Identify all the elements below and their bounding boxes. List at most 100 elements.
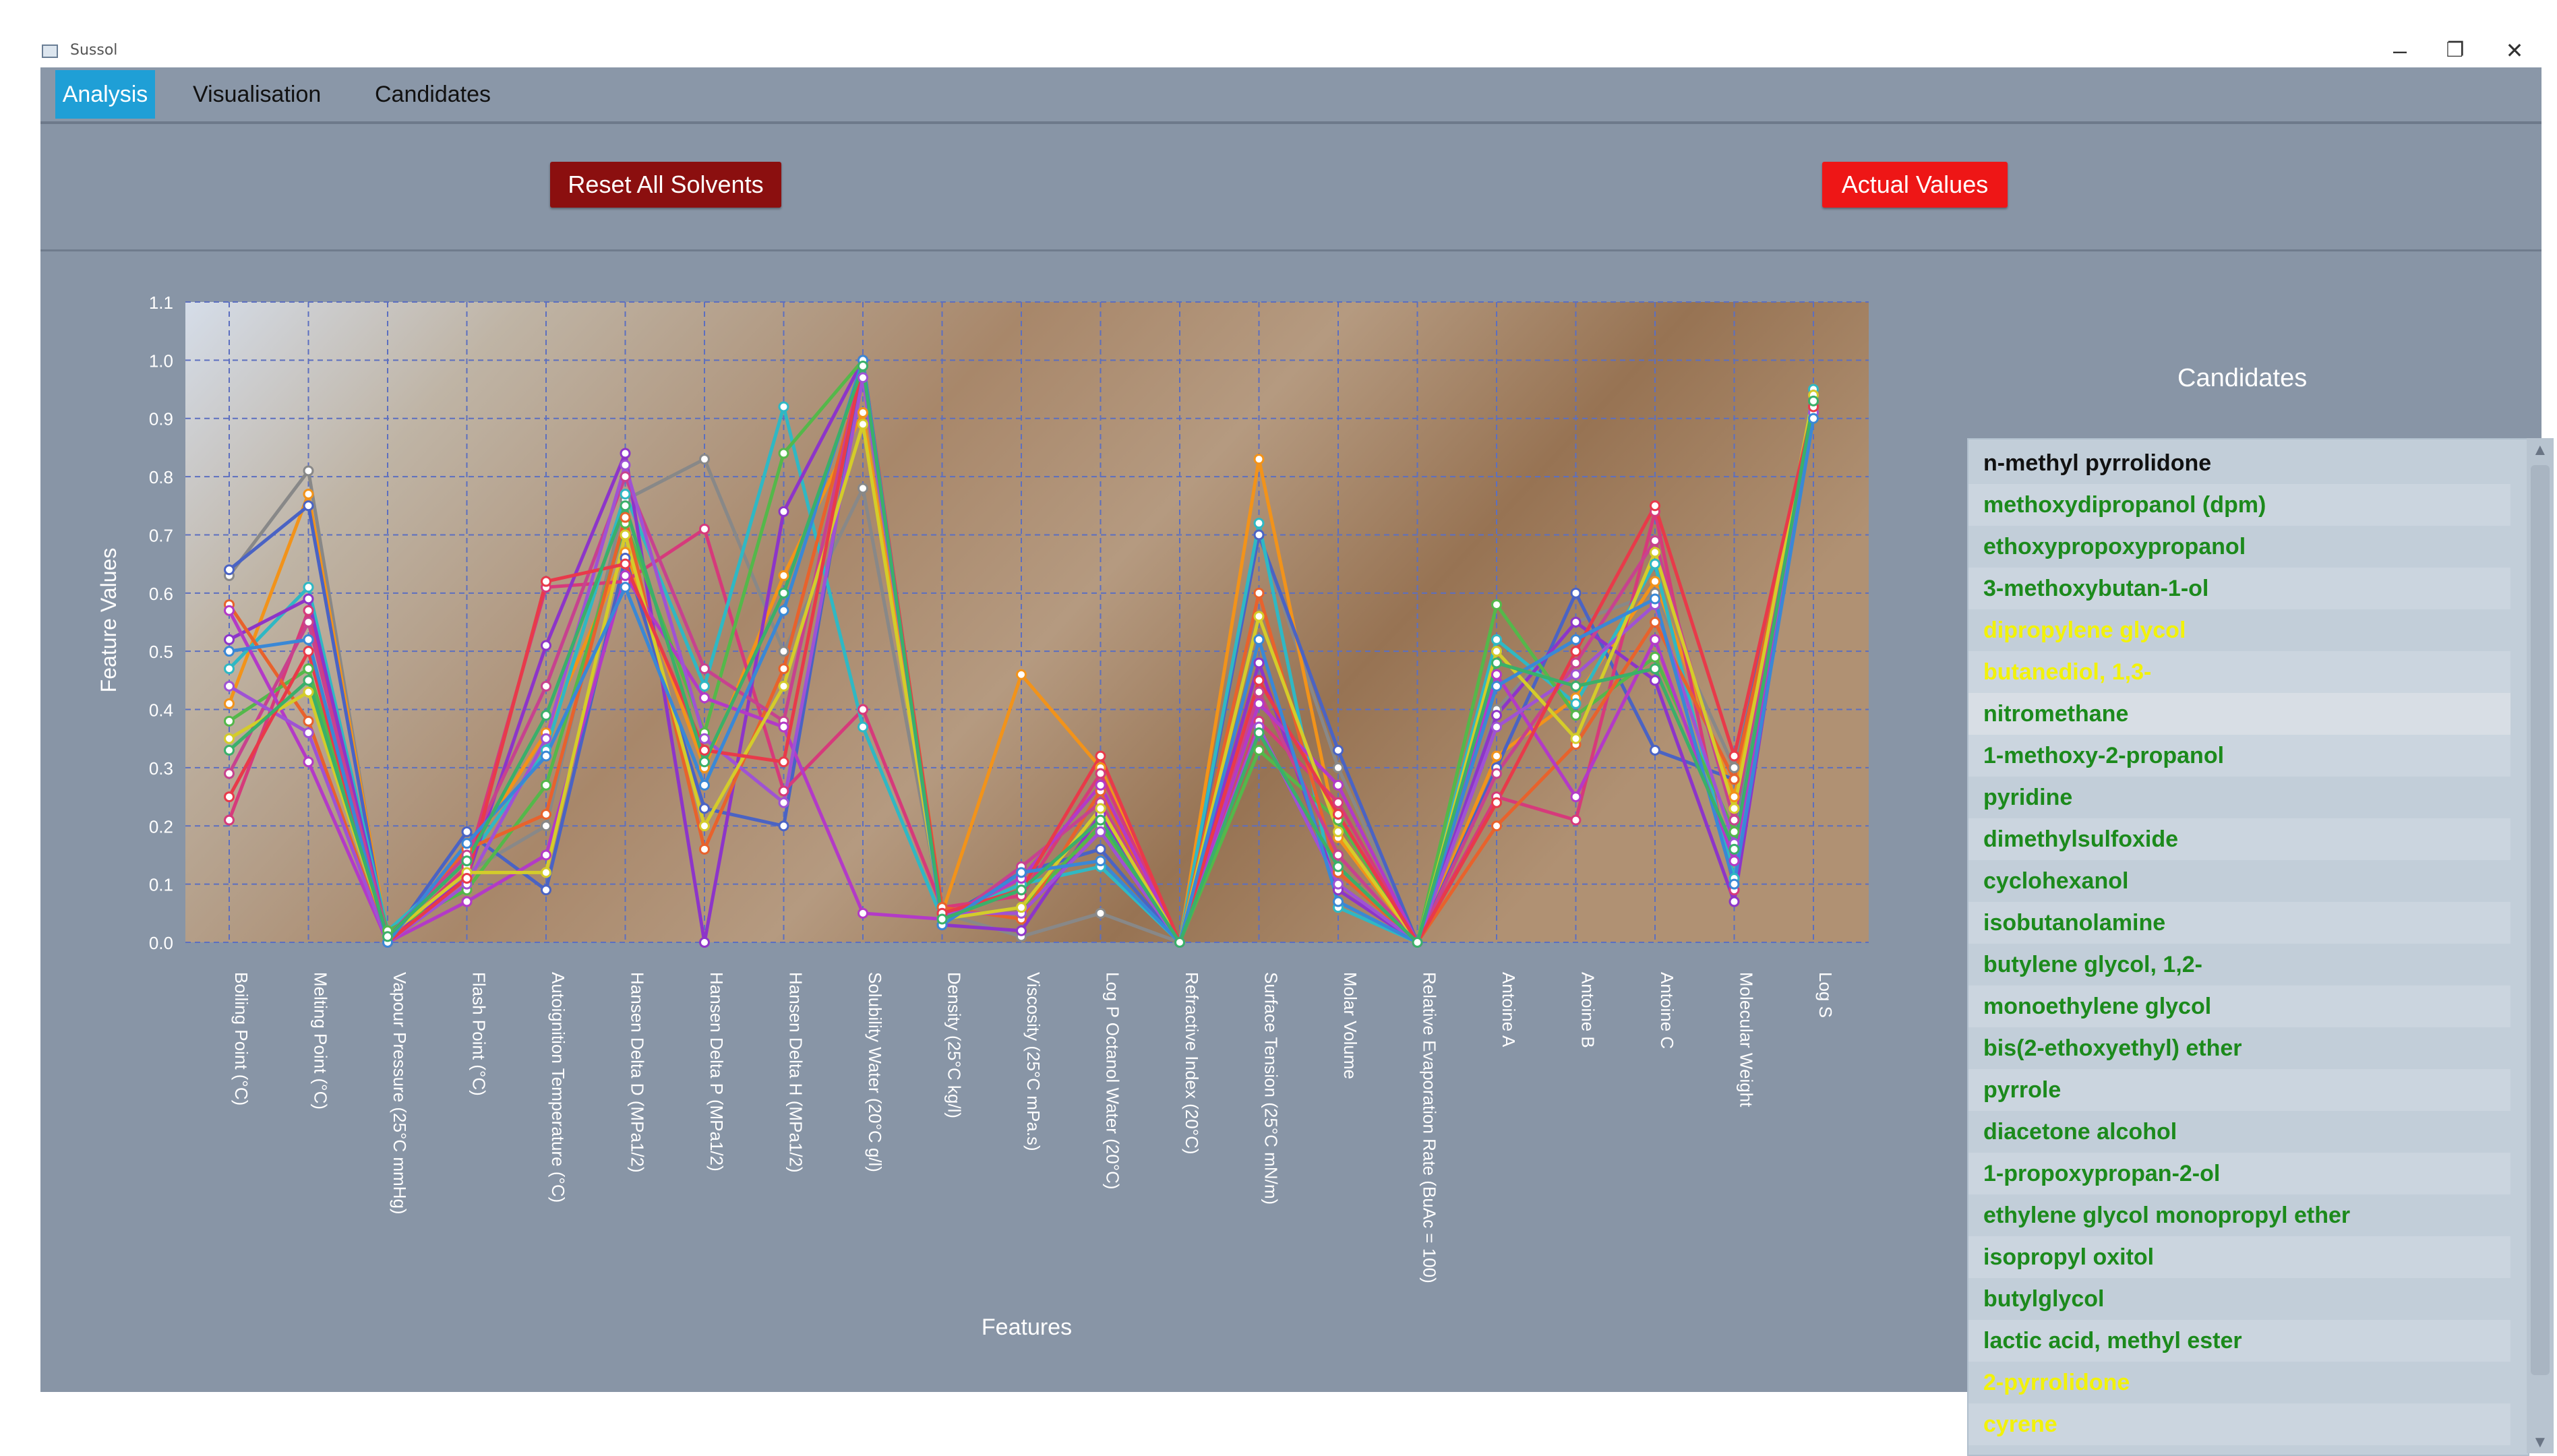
tab-candidates[interactable]: Candidates <box>375 82 491 107</box>
x-tick-label: Viscosity (25°C mPa.s) <box>1023 972 1044 1151</box>
scroll-up-icon[interactable]: ▲ <box>2532 441 2548 459</box>
reset-all-solvents-button[interactable]: Reset All Solvents <box>550 162 781 208</box>
candidate-item[interactable]: methoxydipropanol (dpm) <box>1968 484 2510 526</box>
data-point <box>1333 849 1344 861</box>
candidate-item[interactable]: lactic acid, methyl ester <box>1968 1320 2510 1362</box>
candidate-item[interactable]: cyrene <box>1968 1403 2510 1445</box>
data-point <box>858 361 868 371</box>
data-point <box>1253 529 1265 541</box>
data-point <box>1253 518 1265 529</box>
scroll-thumb[interactable] <box>2531 465 2550 1375</box>
candidate-item[interactable]: cyclohexanol <box>1983 868 2129 894</box>
candidate-item[interactable]: 2-pyrrolidone <box>1983 1370 2130 1395</box>
candidate-item[interactable]: monoethylene glycol <box>1968 985 2510 1027</box>
candidate-item[interactable]: pyrrole <box>1968 1069 2510 1111</box>
data-point <box>1491 657 1502 669</box>
candidate-item[interactable]: ethoxypropoxypropanol <box>1983 534 2246 559</box>
x-tick-label: Hansen Delta H (MPa1/2) <box>786 972 806 1173</box>
data-point <box>1570 791 1582 803</box>
data-point <box>1016 902 1027 913</box>
data-point <box>1808 413 1819 424</box>
candidate-item[interactable]: n-methyl pyrrolidone <box>1983 450 2212 476</box>
tab-analysis[interactable]: Analysis <box>55 70 155 119</box>
data-point <box>1095 855 1106 867</box>
data-point <box>1412 937 1423 948</box>
tab-visualisation[interactable]: Visualisation <box>193 82 322 107</box>
data-point <box>1016 925 1027 936</box>
data-point <box>858 483 868 494</box>
data-point <box>699 692 710 704</box>
data-point <box>1491 669 1502 680</box>
data-point <box>541 820 551 832</box>
data-point <box>1570 733 1582 744</box>
candidate-item[interactable]: isopropyl oxitol <box>1968 1236 2510 1278</box>
data-point <box>1491 820 1502 832</box>
data-point <box>936 913 948 925</box>
data-point <box>541 733 551 744</box>
restore-button[interactable]: ❐ <box>2446 39 2465 61</box>
close-button[interactable]: ✕ <box>2505 38 2524 63</box>
candidates-list[interactable]: n-methyl pyrrolidone methoxydipropanol (d… <box>1967 438 2529 1456</box>
data-point <box>699 803 710 814</box>
data-point <box>1095 907 1106 919</box>
candidate-item[interactable]: ethylene glycol monopropyl ether <box>1983 1203 2351 1228</box>
data-point <box>620 489 631 499</box>
candidate-item[interactable]: dimethylsulfoxide <box>1968 818 2510 860</box>
data-point <box>1333 826 1344 837</box>
data-point <box>858 372 868 384</box>
data-point <box>778 448 789 459</box>
data-point <box>541 884 551 896</box>
candidate-item[interactable]: 3-methoxybutan-1-ol <box>1968 568 2510 609</box>
candidate-item[interactable]: nitromethane <box>1968 693 2510 735</box>
candidates-scrollbar[interactable]: ▲ ▼ <box>2527 438 2554 1453</box>
data-point <box>1174 937 1185 948</box>
data-point <box>303 582 314 593</box>
data-point <box>541 849 551 861</box>
data-point <box>1650 651 1660 663</box>
candidate-item[interactable]: dipropylene glycol <box>1983 617 2186 643</box>
data-point <box>1728 791 1740 803</box>
candidate-item[interactable]: 1-methoxy-2-propanol <box>1968 735 2510 777</box>
data-point <box>303 646 314 657</box>
data-point <box>778 785 789 797</box>
y-tick-label: 0.9 <box>149 409 173 429</box>
data-point <box>1491 681 1502 692</box>
candidate-item[interactable]: bis(2-ethoxyethyl) ether <box>1983 1035 2242 1061</box>
data-point <box>699 523 710 535</box>
data-point <box>1570 657 1582 669</box>
data-point <box>778 570 789 581</box>
data-point <box>1570 634 1582 645</box>
data-point <box>224 681 235 692</box>
data-point <box>1808 395 1819 406</box>
scroll-down-icon[interactable]: ▼ <box>2532 1433 2548 1451</box>
data-point <box>858 407 868 419</box>
data-point <box>1728 803 1740 814</box>
data-point <box>778 756 789 768</box>
candidate-item[interactable]: diacetone alcohol <box>1983 1119 2177 1145</box>
data-point <box>1650 535 1660 547</box>
data-point <box>1253 675 1265 686</box>
x-tick-label: Solubility Water (20°C g/l) <box>865 972 885 1172</box>
candidate-item[interactable]: butanediol, 1,3- <box>1968 651 2510 693</box>
candidate-item[interactable]: pyridine <box>1983 785 2073 810</box>
data-point <box>1253 611 1265 622</box>
app-window: Analysis Visualisation Candidates Reset … <box>40 67 2554 1456</box>
data-point <box>541 867 551 878</box>
actual-values-button[interactable]: Actual Values <box>1822 162 2008 208</box>
x-tick-label: Hansen Delta D (MPa1/2) <box>628 972 648 1173</box>
data-point <box>541 779 551 791</box>
data-point <box>303 675 314 686</box>
minimize-button[interactable]: – <box>2393 36 2407 64</box>
candidate-item[interactable]: 1-propoxypropan-2-ol <box>1968 1153 2510 1194</box>
candidates-title: Candidates <box>2177 364 2308 392</box>
data-point <box>303 663 314 675</box>
data-point <box>224 791 235 803</box>
x-tick-label: Relative Evaporation Rate (BuAc = 100) <box>1420 972 1440 1283</box>
data-point <box>303 617 314 628</box>
x-tick-label: Antoine B <box>1578 972 1598 1048</box>
data-point <box>224 634 235 645</box>
candidate-item[interactable]: butylene glycol, 1,2- <box>1983 952 2202 977</box>
candidate-item[interactable]: isobutanolamine <box>1968 902 2510 944</box>
data-point <box>778 820 789 832</box>
candidate-item[interactable]: butylglycol <box>1983 1286 2105 1312</box>
